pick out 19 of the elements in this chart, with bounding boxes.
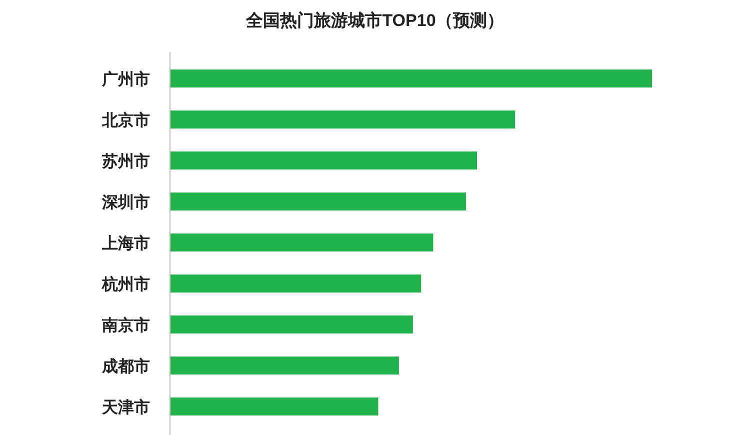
bar: [170, 70, 652, 88]
y-tick-label: 南京市: [101, 316, 150, 334]
y-tick-label: 上海市: [101, 234, 150, 252]
bar: [170, 356, 399, 374]
bar: [170, 192, 466, 210]
chart-title: 全国热门旅游城市TOP10（预测）: [245, 11, 504, 30]
bar: [170, 110, 516, 128]
y-tick-label: 天津市: [101, 398, 150, 416]
y-tick-label: 苏州市: [101, 152, 150, 170]
bar: [170, 152, 478, 170]
bar: [170, 316, 413, 334]
bar: [170, 274, 422, 292]
y-tick-label: 杭州市: [101, 276, 150, 294]
y-tick-label: 广州市: [101, 70, 150, 88]
y-tick-label: 北京市: [101, 112, 150, 130]
y-tick-label: 成都市: [101, 358, 150, 376]
bar: [170, 398, 378, 416]
bar: [170, 234, 434, 252]
y-tick-label: 深圳市: [101, 194, 150, 212]
